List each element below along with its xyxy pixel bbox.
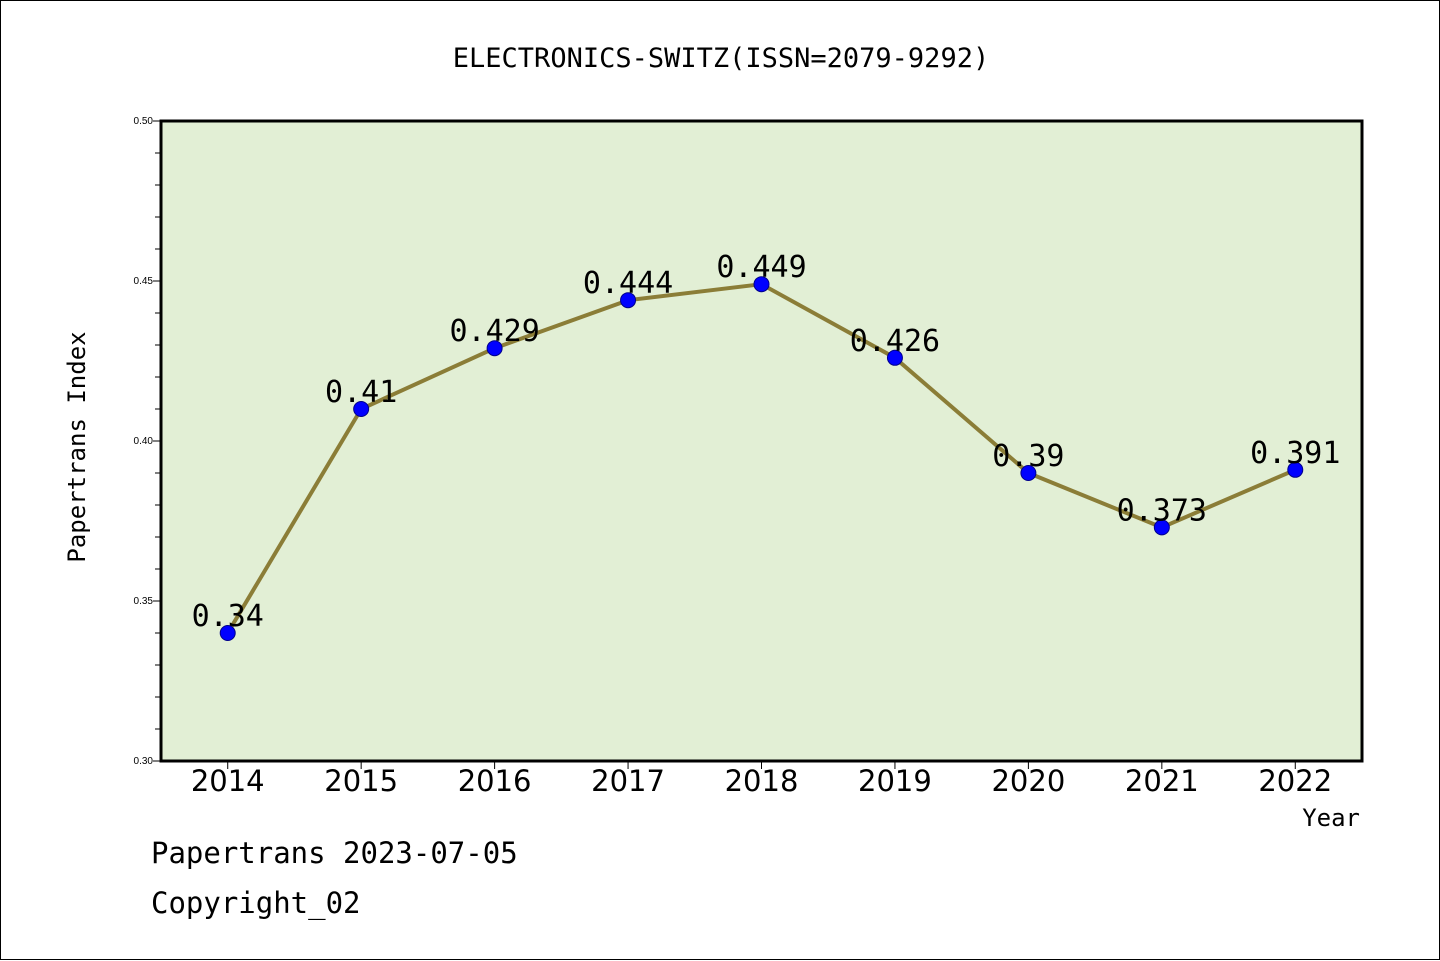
- data-point: [1153, 519, 1170, 536]
- x-tick-label: 2019: [858, 764, 932, 798]
- data-point: [486, 340, 503, 357]
- data-labels: 0.34 0.41 0.429 0.444 0.449 0.426 0.39 0.373 0.3…: [192, 250, 1341, 634]
- copyright-text: Copyright_02: [151, 886, 361, 920]
- data-point: [1020, 465, 1037, 481]
- y-axis-label: Papertrans Index: [63, 331, 91, 562]
- data-label: 0.426: [850, 324, 940, 359]
- data-label: 0.39: [992, 439, 1064, 474]
- data-point: [1287, 461, 1304, 478]
- data-point: [219, 625, 236, 641]
- y-tick-label: 0.30: [134, 756, 154, 767]
- data-point: [620, 292, 637, 309]
- data-label: 0.41: [325, 375, 397, 410]
- data-label: 0.373: [1117, 493, 1207, 528]
- y-tick-label: 0.45: [134, 276, 154, 287]
- y-minor-ticks: [155, 152, 161, 730]
- x-tick-label: 2018: [725, 764, 799, 798]
- data-label: 0.391: [1250, 436, 1340, 471]
- y-tick-label: 0.50: [134, 116, 154, 127]
- y-tick-label: 0.40: [134, 436, 154, 447]
- data-label: 0.34: [192, 599, 264, 634]
- data-point: [886, 349, 903, 366]
- x-tick-label: 2020: [991, 764, 1065, 798]
- source-date-text: Papertrans 2023-07-05: [151, 836, 518, 870]
- x-axis-label: Year: [1302, 804, 1360, 832]
- y-axis: 0.30 0.35 0.40 0.45 0.50: [134, 116, 161, 767]
- plot-area: [159, 119, 1364, 763]
- x-tick-label: 2021: [1125, 764, 1199, 798]
- y-tick-label: 0.35: [134, 596, 154, 607]
- x-axis: 2014 2015 2016 2017 2018 2019 2020 2021 2022: [191, 761, 1332, 798]
- x-tick-label: 2014: [191, 764, 265, 798]
- x-tick-label: 2022: [1258, 764, 1332, 798]
- data-point: [753, 276, 770, 293]
- x-tick-label: 2015: [324, 764, 398, 798]
- data-label: 0.449: [716, 250, 806, 285]
- data-label: 0.444: [583, 266, 673, 301]
- x-tick-label: 2017: [591, 764, 665, 798]
- data-markers: [219, 276, 1304, 641]
- x-tick-label: 2016: [458, 764, 532, 798]
- data-point: [353, 401, 370, 417]
- data-label: 0.429: [449, 314, 539, 349]
- chart-title: ELECTRONICS-SWITZ(ISSN=2079-9292): [453, 43, 989, 74]
